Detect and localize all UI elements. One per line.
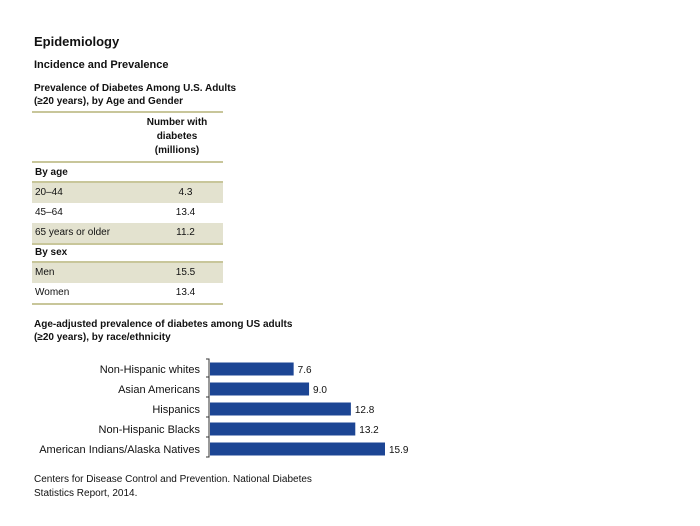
row-value: 4.3: [178, 187, 193, 198]
table-top-rule: [32, 111, 223, 113]
bar: [210, 442, 385, 456]
chart-title-line1: Age-adjusted prevalence of diabetes amon…: [34, 319, 293, 330]
value-label: 9.0: [313, 385, 327, 396]
column-header-line: diabetes: [156, 131, 198, 142]
page-title: Epidemiology: [34, 34, 120, 49]
group-rule: [32, 261, 223, 263]
bar: [210, 382, 310, 396]
category-axis: [206, 358, 210, 458]
row-label: Men: [35, 267, 55, 278]
category-label: Hispanics: [152, 404, 200, 416]
group-label-by-age: By age: [35, 167, 68, 178]
race-ethnicity-bar-chart: Non-Hispanic whites 7.6 Asian Americans 9.0…: [39, 358, 409, 458]
row-label: Women: [35, 287, 70, 298]
table-header-rule: [32, 161, 223, 163]
category-label: American Indians/Alaska Natives: [39, 444, 200, 456]
bar: [210, 422, 356, 436]
chart-title-line2: (≥20 years), by race/ethnicity: [34, 332, 171, 343]
table-row: Women 13.4: [32, 283, 223, 303]
table-row: 65 years or older 11.2: [32, 223, 223, 243]
row-value: 11.2: [176, 227, 195, 238]
table-row: 45–64 13.4: [32, 203, 223, 223]
row-value: 13.4: [175, 287, 196, 298]
table-title-line2: (≥20 years), by Age and Gender: [34, 96, 184, 107]
table-bottom-rule: [32, 303, 223, 305]
source-citation: Centers for Disease Control and Preventi…: [34, 473, 312, 501]
column-header: Number with diabetes (millions): [132, 116, 222, 158]
row-label: 65 years or older: [35, 227, 111, 238]
source-line: Statistics Report, 2014.: [34, 488, 138, 499]
row-value: 15.5: [175, 267, 196, 278]
section-title: Incidence and Prevalence: [34, 59, 169, 71]
value-label: 7.6: [298, 365, 312, 376]
value-label: 15.9: [389, 445, 409, 456]
group-rule: [32, 181, 223, 183]
row-value: 13.4: [175, 207, 196, 218]
group-rule: [32, 243, 223, 245]
source-line: Centers for Disease Control and Preventi…: [34, 474, 312, 485]
table-row: 20–44 4.3: [32, 183, 223, 203]
category-label: Non-Hispanic Blacks: [99, 424, 201, 436]
table-row: Men 15.5: [32, 263, 223, 283]
category-label: Asian Americans: [118, 384, 200, 396]
row-label: 45–64: [35, 207, 63, 218]
group-label-by-sex: By sex: [35, 247, 68, 258]
column-header-line: Number with: [146, 117, 208, 128]
category-label: Non-Hispanic whites: [100, 364, 201, 376]
prevalence-table: Number with diabetes (millions) By age 2…: [32, 111, 223, 305]
table-title-line1: Prevalence of Diabetes Among U.S. Adults: [34, 83, 237, 94]
bar: [210, 362, 294, 376]
value-label: 13.2: [359, 425, 379, 436]
bar: [210, 402, 351, 416]
row-label: 20–44: [35, 187, 63, 198]
value-label: 12.8: [355, 405, 375, 416]
column-header-line: (millions): [154, 145, 200, 156]
